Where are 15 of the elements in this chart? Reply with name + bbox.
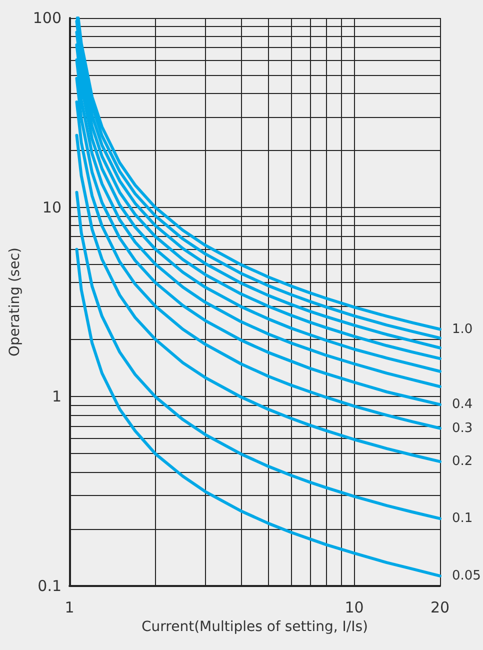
series-label: 1.0 (452, 322, 473, 337)
series-label: 0.4 (452, 397, 473, 412)
series-label: 0.2 (452, 454, 473, 470)
y-tick-label: 0.1 (38, 577, 62, 595)
x-tick-label: 10 (344, 598, 364, 616)
series-label: 0.1 (452, 511, 473, 526)
y-tick-label: 100 (32, 9, 62, 27)
x-axis-title: Current(Multiples of setting, I/Is) (142, 618, 368, 635)
x-tick-label: 1 (64, 598, 74, 616)
y-tick-label: 10 (42, 198, 62, 216)
y-tick-label: 1 (52, 388, 62, 406)
y-axis-title: Operating (sec) (7, 248, 23, 356)
series-label: 0.3 (452, 420, 473, 436)
series-label: 0.05 (452, 568, 481, 584)
x-tick-label: 20 (430, 598, 450, 616)
